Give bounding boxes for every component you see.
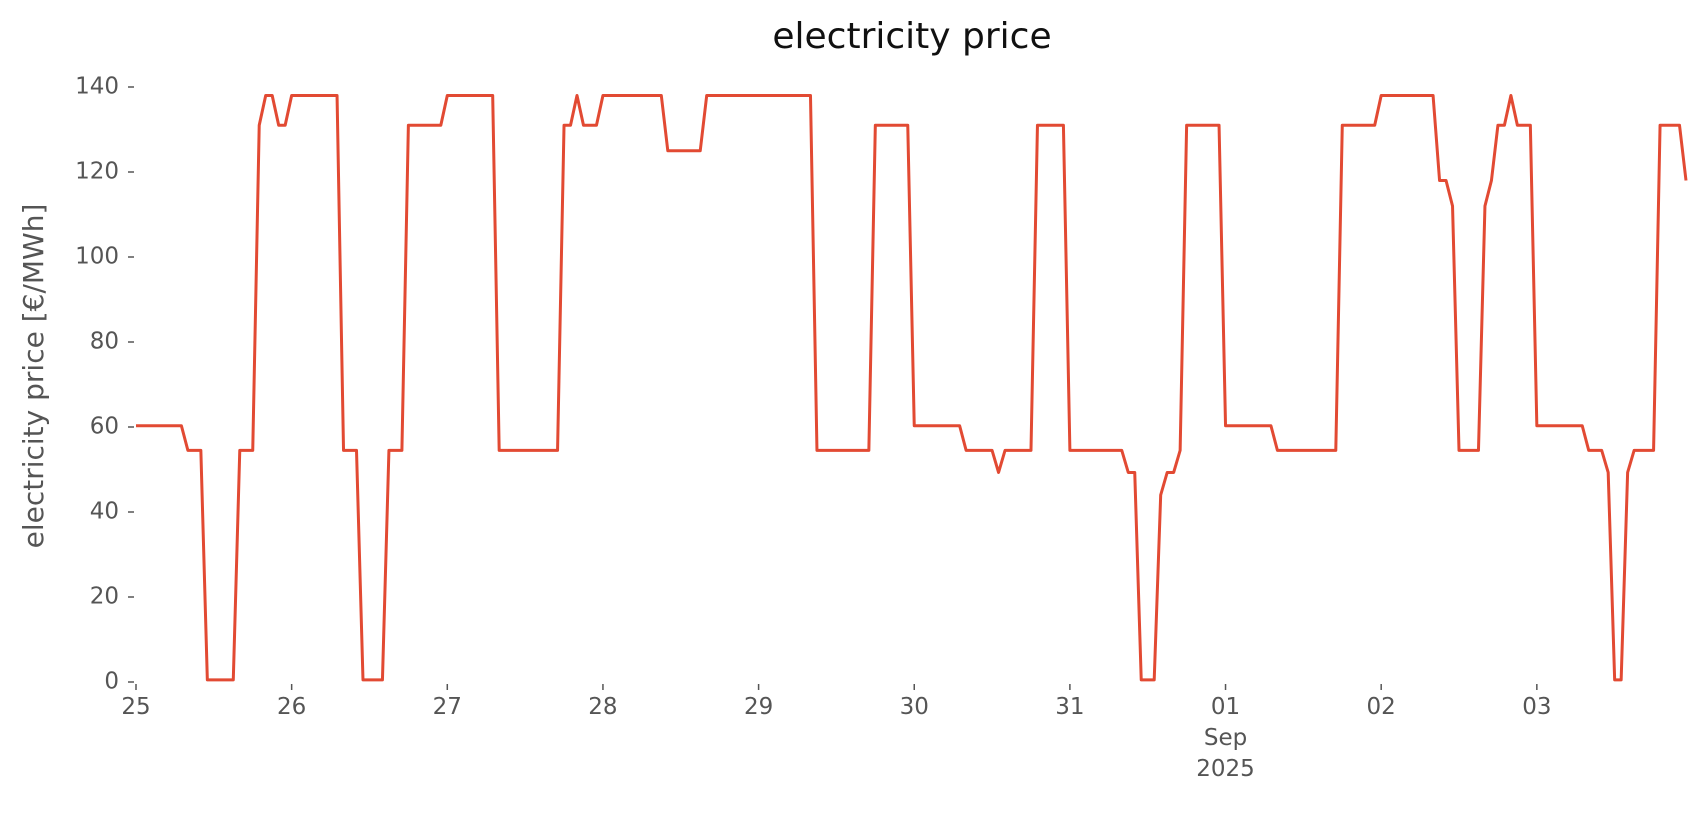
x-tick-label: 30 [899,694,929,720]
x-tick-label: 31 [1055,694,1085,720]
price-line [136,94,1688,682]
x-tick-label: 29 [743,694,774,720]
y-tick-label: 60 [90,414,119,440]
y-tick-label: 0 [104,669,119,695]
y-tick-label: 100 [75,244,119,270]
x-tick-label: 27 [432,694,462,720]
y-axis-label: electricity price [€/MWh] [17,204,50,549]
x-tick-label: 01 Sep 2025 [1196,694,1255,782]
x-tick-label: 03 [1522,694,1552,720]
chart-title: electricity price [772,16,1051,57]
x-tick-label: 25 [121,694,151,720]
x-tick-label: 02 [1366,694,1396,720]
x-tick-label: 26 [277,694,307,720]
y-tick-label: 80 [90,329,119,355]
y-tick-label: 40 [90,499,119,525]
y-tick-label: 20 [90,584,119,610]
x-tick-label: 28 [588,694,618,720]
y-tick-label: 120 [75,159,119,185]
y-tick-label: 140 [75,74,119,100]
